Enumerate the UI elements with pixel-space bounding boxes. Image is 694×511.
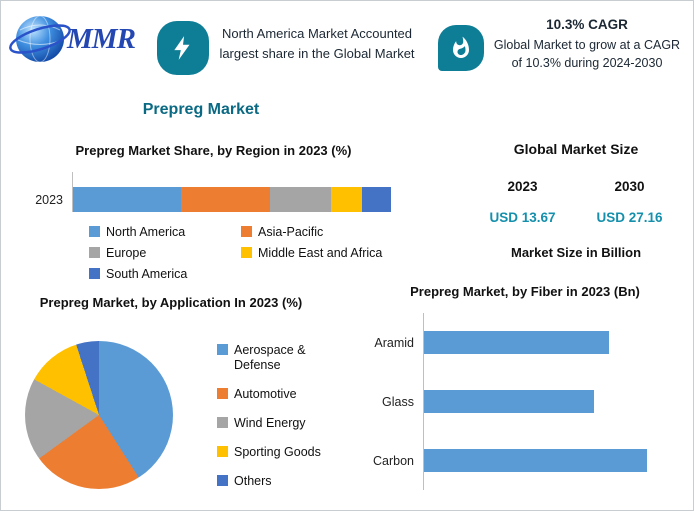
market-size-panel: Global Market Size 2023 2030 USD 13.67 U… (469, 141, 683, 260)
cagr-text: Global Market to grow at a CAGR of 10.3%… (493, 38, 681, 71)
application-legend: Aerospace & Defense Automotive Wind Energy… (217, 343, 337, 489)
legend-swatch (217, 417, 228, 428)
region-bar-segment (181, 187, 271, 212)
legend-swatch (89, 247, 100, 258)
legend-label: Wind Energy (234, 416, 306, 430)
cagr-title: 10.3% CAGR (546, 17, 628, 32)
legend-swatch (217, 344, 228, 355)
legend-swatch (89, 226, 100, 237)
region-stacked-bar (72, 172, 392, 212)
legend-item: South America (89, 267, 241, 282)
legend-swatch (241, 247, 252, 258)
market-size-year-2030: 2030 (614, 179, 645, 194)
market-size-year-2023: 2023 (507, 179, 538, 194)
market-size-value-2030: USD 27.16 (596, 210, 663, 225)
logo-text: MMR (67, 22, 136, 55)
legend-swatch (217, 446, 228, 457)
region-bar-segment (270, 187, 331, 212)
application-pie (25, 341, 173, 489)
legend-label: Sporting Goods (234, 445, 321, 459)
region-bar-segment (73, 187, 182, 212)
fiber-bar-track (423, 313, 677, 372)
fiber-chart: Aramid Glass Carbon (359, 313, 677, 490)
cagr-block: 10.3% CAGR Global Market to grow at a CA… (489, 17, 685, 72)
legend-label: Aerospace & Defense (234, 343, 306, 372)
legend-label: Middle East and Africa (258, 246, 383, 260)
legend-label: North America (106, 225, 186, 239)
fiber-bar-track (423, 431, 677, 490)
lightning-chip (157, 21, 209, 75)
page-title: Prepreg Market (142, 101, 260, 118)
highlight-1-text: North America Market Accounted largest s… (219, 26, 415, 62)
legend-item: Others (217, 474, 337, 489)
region-chart: 2023 (19, 172, 392, 212)
legend-item: Middle East and Africa (241, 246, 426, 261)
market-size-note: Market Size in Billion (510, 245, 642, 260)
fiber-bar (424, 390, 594, 413)
flame-chip (438, 25, 484, 71)
legend-label: Others (234, 474, 272, 488)
market-size-years: 2023 2030 (469, 179, 683, 194)
legend-item: Sporting Goods (217, 445, 337, 460)
fiber-bar (424, 449, 648, 472)
fiber-bar-track (423, 372, 677, 431)
legend-label: South America (106, 267, 188, 281)
legend-label: Automotive (234, 387, 297, 401)
fiber-category-label: Carbon (373, 453, 414, 468)
legend-item: Aerospace & Defense (217, 343, 337, 373)
region-legend: North America Asia-Pacific Europe Middle Ea… (89, 225, 426, 282)
application-chart-title: Prepreg Market, by Application In 2023 (… (39, 295, 303, 310)
region-bar-segment (330, 187, 363, 212)
region-axis-label: 2023 (35, 192, 63, 207)
market-size-value-2023: USD 13.67 (489, 210, 556, 225)
fiber-chart-title: Prepreg Market, by Fiber in 2023 (Bn) (410, 284, 640, 299)
legend-item: Asia-Pacific (241, 225, 426, 240)
fiber-bar (424, 331, 609, 354)
legend-item: Europe (89, 246, 241, 261)
legend-swatch (217, 475, 228, 486)
legend-label: Europe (106, 246, 147, 260)
region-bar-segment (362, 187, 392, 212)
fiber-bar-row: Aramid (359, 313, 677, 372)
globe-icon (9, 15, 71, 63)
lightning-icon (174, 36, 190, 60)
flame-icon (453, 36, 469, 58)
legend-item: Wind Energy (217, 416, 337, 431)
fiber-category-label: Glass (382, 394, 414, 409)
market-size-values: USD 13.67 USD 27.16 (469, 210, 683, 225)
legend-item: Automotive (217, 387, 337, 402)
region-chart-title: Prepreg Market Share, by Region in 2023 … (75, 143, 352, 158)
fiber-bar-row: Glass (359, 372, 677, 431)
legend-label: Asia-Pacific (258, 225, 324, 239)
mmr-logo: MMR (9, 9, 136, 69)
legend-swatch (217, 388, 228, 399)
legend-swatch (89, 268, 100, 279)
legend-swatch (241, 226, 252, 237)
fiber-category-label: Aramid (374, 335, 414, 350)
legend-item: North America (89, 225, 241, 240)
market-size-title: Global Market Size (513, 141, 639, 157)
fiber-bar-row: Carbon (359, 431, 677, 490)
